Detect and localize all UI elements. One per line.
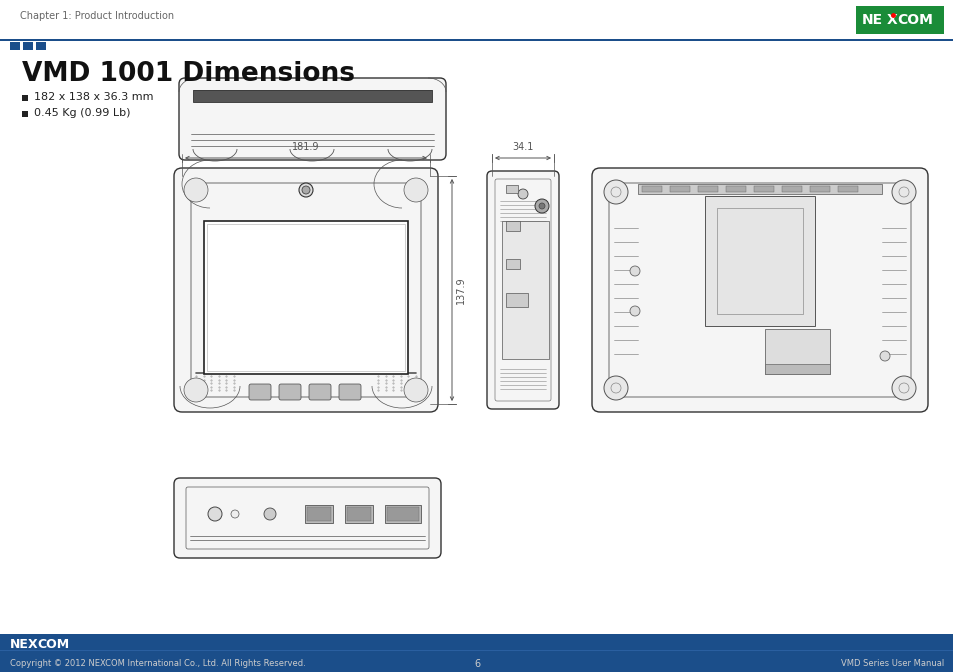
Bar (23, 42, 33, 50)
Bar (641, 186, 661, 192)
Text: 182 x 138 x 36.3 mm: 182 x 138 x 36.3 mm (34, 92, 153, 102)
Circle shape (298, 183, 313, 197)
Text: 181.9: 181.9 (292, 142, 319, 152)
Bar (781, 186, 801, 192)
Text: 137.9: 137.9 (456, 276, 465, 304)
Text: 34.1: 34.1 (512, 142, 533, 152)
Text: X: X (886, 13, 897, 27)
Circle shape (208, 507, 222, 521)
Bar (0, 38, 953, 41)
Text: 6: 6 (474, 659, 479, 669)
Bar (704, 196, 814, 326)
Circle shape (538, 203, 544, 209)
Circle shape (184, 178, 208, 202)
Bar (347, 507, 371, 521)
Bar (193, 90, 432, 102)
Bar (385, 505, 420, 523)
FancyBboxPatch shape (486, 171, 558, 409)
Circle shape (891, 376, 915, 400)
Bar (855, 6, 943, 34)
Circle shape (403, 378, 428, 402)
Bar (809, 186, 829, 192)
Bar (505, 221, 519, 231)
Bar (764, 329, 829, 374)
Text: COM: COM (896, 13, 932, 27)
Circle shape (603, 376, 627, 400)
Bar (717, 208, 802, 314)
Circle shape (231, 510, 239, 518)
Text: 0.45 Kg (0.99 Lb): 0.45 Kg (0.99 Lb) (34, 108, 131, 118)
Text: NE: NE (10, 638, 29, 651)
Circle shape (879, 351, 889, 361)
Bar (307, 507, 331, 521)
Text: VMD 1001 Dimensions: VMD 1001 Dimensions (22, 61, 355, 87)
Circle shape (264, 508, 275, 520)
Bar (10, 42, 20, 50)
Bar (725, 186, 745, 192)
FancyBboxPatch shape (309, 384, 331, 400)
Bar (387, 507, 418, 521)
Circle shape (184, 378, 208, 402)
Bar (505, 185, 517, 193)
Bar (698, 186, 718, 192)
Text: Copyright © 2012 NEXCOM International Co., Ltd. All Rights Reserved.: Copyright © 2012 NEXCOM International Co… (10, 659, 305, 668)
Bar (669, 186, 689, 192)
Circle shape (517, 189, 527, 199)
Text: NE: NE (862, 13, 882, 27)
Bar (305, 505, 333, 523)
Bar (837, 186, 857, 192)
Text: X: X (28, 638, 37, 651)
Text: VMD Series User Manual: VMD Series User Manual (840, 659, 943, 668)
Bar (505, 259, 519, 269)
FancyBboxPatch shape (338, 384, 360, 400)
Circle shape (629, 306, 639, 316)
Circle shape (891, 180, 915, 204)
Bar (22, 95, 28, 101)
Bar (207, 224, 405, 371)
Text: Chapter 1: Product Introduction: Chapter 1: Product Introduction (20, 11, 174, 21)
FancyBboxPatch shape (179, 78, 446, 160)
FancyBboxPatch shape (278, 384, 301, 400)
Circle shape (603, 180, 627, 204)
Bar (22, 110, 28, 116)
FancyBboxPatch shape (249, 384, 271, 400)
FancyBboxPatch shape (173, 478, 440, 558)
Bar (753, 186, 773, 192)
Bar (345, 505, 373, 523)
FancyBboxPatch shape (173, 168, 437, 412)
Bar (0, 650, 953, 651)
Bar (505, 293, 527, 307)
Bar (204, 221, 408, 374)
Bar (638, 184, 882, 194)
FancyBboxPatch shape (592, 168, 927, 412)
Text: COM: COM (37, 638, 69, 651)
Bar (501, 221, 548, 359)
Circle shape (535, 199, 548, 213)
Bar (36, 42, 46, 50)
Circle shape (302, 186, 310, 194)
Circle shape (403, 178, 428, 202)
Bar (0, 634, 953, 672)
Bar (764, 364, 829, 374)
Circle shape (629, 266, 639, 276)
